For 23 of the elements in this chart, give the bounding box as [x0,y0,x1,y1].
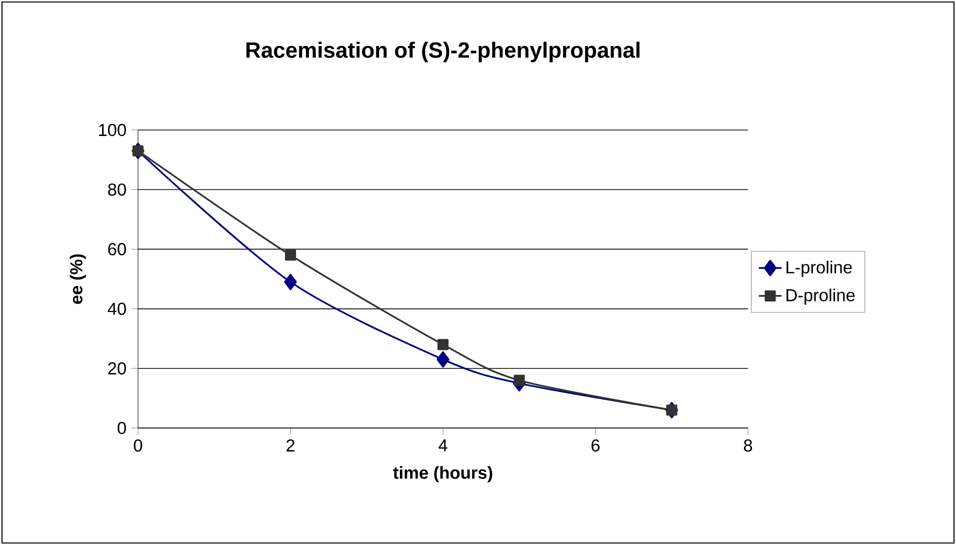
y-tick-label: 20 [108,362,126,375]
point [284,250,296,261]
x-tick-label: 4 [438,439,448,452]
x-tick-label: 2 [286,439,294,452]
point [284,274,297,290]
point [437,339,449,350]
y-tick-label: 80 [108,183,126,196]
x-axis-title: time (hours) [393,466,492,482]
x-tick-label: 6 [592,439,600,452]
y-tick-label: 40 [108,302,126,315]
chart-title: Racemisation of (S)-2-phenylpropanal [246,42,640,62]
y-tick-label: 60 [108,243,126,256]
point [436,351,450,368]
point [514,374,525,386]
y-axis-title: ee (%) [70,254,86,304]
y-tick-label: 100 [99,124,126,136]
point [132,145,144,156]
legend-label: D-proline [786,288,855,305]
legend-label: L-proline [786,260,852,277]
y-tick-label: 0 [118,422,126,434]
x-tick-label: 8 [744,439,752,452]
point [666,404,678,416]
x-tick-label: 0 [134,439,142,452]
